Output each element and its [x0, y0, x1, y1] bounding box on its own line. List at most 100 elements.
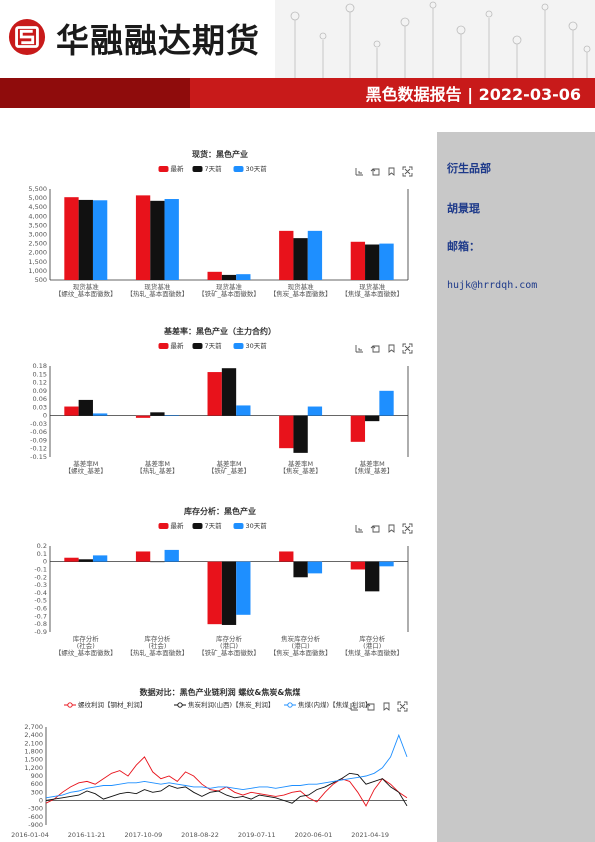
bar[interactable] — [293, 238, 308, 280]
x-tick-label: 2018-08-22 — [181, 831, 219, 839]
company-logo-icon — [8, 18, 46, 56]
y-tick-label: -0.4 — [34, 589, 47, 597]
x-tick-label: 现货基准 — [359, 282, 386, 291]
x-tick-label: 【焦煤_基差】 — [351, 466, 393, 475]
bar[interactable] — [279, 230, 294, 280]
x-tick-label: 2019-07-11 — [238, 831, 276, 839]
legend-swatch[interactable] — [158, 523, 169, 529]
chart-profit-compare: 数据对比：黑色产业链利润 螺纹&焦炭&焦煤 螺纹利润【钢材_利润】 焦炭利润(山西)… — [10, 685, 430, 842]
series-line[interactable] — [45, 772, 408, 807]
bar[interactable] — [78, 399, 93, 416]
bar[interactable] — [293, 561, 308, 578]
email-address[interactable]: hujk@hrrdqh.com — [447, 280, 538, 291]
bar[interactable] — [150, 412, 165, 416]
bar[interactable] — [279, 415, 294, 449]
zoom-icon[interactable] — [350, 703, 358, 711]
fullscreen-icon[interactable] — [402, 166, 413, 177]
bar[interactable] — [92, 200, 108, 280]
bar[interactable] — [135, 415, 151, 418]
y-tick-label: 0.18 — [33, 362, 47, 370]
legend-swatch[interactable] — [233, 343, 244, 349]
x-tick-label: 2016-01-04 — [11, 831, 49, 839]
bar[interactable] — [236, 561, 251, 615]
bar[interactable] — [164, 549, 179, 562]
bar[interactable] — [150, 561, 165, 563]
zoom-icon[interactable] — [355, 345, 363, 353]
bar[interactable] — [207, 372, 222, 416]
save-icon[interactable] — [388, 167, 395, 176]
series-line[interactable] — [45, 733, 408, 799]
bar[interactable] — [350, 415, 366, 442]
bar[interactable] — [207, 561, 222, 625]
bar[interactable] — [92, 413, 108, 416]
chart-title: 现货：黑色产业 — [192, 149, 248, 159]
bar[interactable] — [279, 551, 294, 562]
restore-icon[interactable] — [370, 525, 380, 533]
x-tick-label: 【铁矿_基本面徽数】 — [198, 648, 260, 657]
bar[interactable] — [92, 555, 108, 562]
save-icon[interactable] — [388, 344, 395, 353]
restore-icon[interactable] — [365, 703, 375, 711]
bar[interactable] — [307, 561, 323, 574]
bar[interactable] — [64, 406, 79, 416]
bar[interactable] — [236, 405, 251, 416]
bar[interactable] — [307, 230, 323, 280]
bar[interactable] — [78, 199, 93, 280]
fullscreen-icon[interactable] — [397, 701, 408, 712]
bar[interactable] — [307, 406, 323, 416]
y-tick-label: 2,400 — [24, 731, 43, 739]
bar[interactable] — [150, 200, 165, 280]
author-sidebar: 衍生品部 胡景琨 邮箱： hujk@hrrdqh.com — [437, 132, 595, 842]
bar[interactable] — [379, 561, 394, 567]
report-header: 华融融达期货 — [0, 0, 595, 78]
fullscreen-icon[interactable] — [402, 343, 413, 354]
bar[interactable] — [207, 271, 222, 280]
legend-swatch[interactable] — [233, 523, 244, 529]
header-decoration — [275, 0, 595, 78]
bar[interactable] — [365, 244, 380, 280]
legend-label: 7天前 — [205, 164, 223, 173]
series-line[interactable] — [45, 756, 408, 807]
restore-icon[interactable] — [370, 345, 380, 353]
x-tick-label: 【热轧_基差】 — [136, 466, 178, 475]
bar[interactable] — [64, 197, 79, 280]
bar[interactable] — [350, 241, 366, 280]
y-tick-label: 2,500 — [28, 240, 47, 248]
bar[interactable] — [365, 561, 380, 592]
legend-swatch[interactable] — [192, 523, 203, 529]
save-icon[interactable] — [383, 702, 390, 711]
legend-marker — [177, 702, 183, 708]
bar[interactable] — [365, 415, 380, 422]
legend-swatch[interactable] — [233, 166, 244, 172]
bar[interactable] — [379, 390, 394, 416]
fullscreen-icon[interactable] — [402, 523, 413, 534]
bar[interactable] — [221, 368, 237, 416]
zoom-icon[interactable] — [355, 168, 363, 176]
save-icon[interactable] — [388, 524, 395, 533]
y-tick-label: 1,500 — [24, 756, 43, 764]
bar[interactable] — [135, 551, 151, 562]
bar[interactable] — [164, 199, 179, 280]
y-tick-label: -0.5 — [34, 597, 47, 605]
bar[interactable] — [379, 243, 394, 280]
legend-swatch[interactable] — [192, 166, 203, 172]
bar[interactable] — [350, 561, 366, 570]
legend-swatch[interactable] — [192, 343, 203, 349]
legend-swatch[interactable] — [158, 166, 169, 172]
bar[interactable] — [64, 557, 79, 562]
zoom-icon[interactable] — [355, 525, 363, 533]
chart-title: 数据对比：黑色产业链利润 螺纹&焦炭&焦煤 — [140, 687, 301, 697]
legend-label: 最新 — [171, 521, 185, 530]
bar[interactable] — [164, 415, 179, 416]
legend-swatch[interactable] — [158, 343, 169, 349]
x-tick-label: 【热轧_基本面徽数】 — [127, 648, 189, 657]
bar[interactable] — [221, 274, 237, 280]
bar[interactable] — [78, 559, 93, 562]
restore-icon[interactable] — [370, 168, 380, 176]
bar[interactable] — [221, 561, 237, 625]
x-tick-label: 库存分析 — [144, 634, 171, 643]
bar[interactable] — [236, 274, 251, 280]
bar[interactable] — [293, 415, 308, 453]
bar[interactable] — [135, 195, 151, 280]
y-tick-label: -0.6 — [34, 605, 47, 613]
